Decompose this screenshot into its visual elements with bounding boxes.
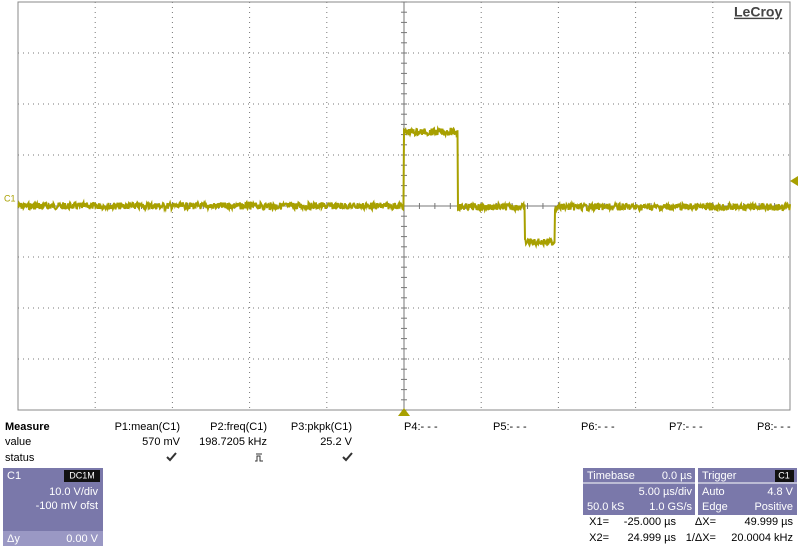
channel-name: C1 [7,470,21,482]
coupling: DC1M [69,470,95,480]
trigger-level [790,176,798,186]
cursor-label: X2= [589,532,609,544]
trigger-slope: Positive [754,501,793,513]
row-label: value [5,436,31,448]
coupling-badge [64,470,100,482]
cursor-value: 24.999 µs [627,532,676,544]
param-header: P6:- - - [581,421,615,433]
param-value: 570 mV [142,436,181,448]
cursor-label: X1= [589,516,609,528]
timebase-title: Timebase [587,470,635,482]
row-label: status [5,452,35,464]
param-header: P7:- - - [669,421,703,433]
param-header: P5:- - - [493,421,527,433]
trigger-title: Trigger [702,470,737,482]
trigger-position [398,408,410,416]
cursor-label: ΔX= [695,516,716,528]
source-badge [775,470,794,482]
waveform-trace [17,125,791,250]
timebase-samples: 50.0 kS [587,501,624,513]
param-header: P4:- - - [404,421,438,433]
brand: LeCroy [734,4,782,20]
trigger-mode: Auto [702,486,725,498]
status-ok [342,452,353,462]
param-header: P2:freq(C1) [210,421,267,433]
status-ok [166,452,177,462]
dy-label: Δy [7,533,20,545]
dy-value: 0.00 V [66,533,98,545]
offset: -100 mV ofst [36,500,98,512]
timebase-box[interactable] [583,468,695,515]
param-value: 25.2 V [320,436,352,448]
dy-row [3,531,103,546]
timebase-delay: 0.0 µs [662,470,693,482]
status-pulse [255,453,263,462]
cursor-value: -25.000 µs [624,516,677,528]
param-header: P8:- - - [757,421,791,433]
trigger-source: C1 [778,470,790,480]
cursor-value: 20.0004 kHz [731,532,793,544]
channel-marker: C1 [4,193,16,203]
trigger-level-text: 4.8 V [767,486,793,498]
timebase-rate: 1.0 GS/s [649,501,692,513]
timebase-scale: 5.00 µs/div [639,486,693,498]
param-header: P1:mean(C1) [115,421,180,433]
cursor-value: 49.999 µs [744,516,793,528]
measure-title: Measure [5,421,50,433]
trigger-type: Edge [702,501,728,513]
param-value: 198.7205 kHz [199,436,267,448]
cursor-label: 1/ΔX= [686,532,716,544]
vertical-scale: 10.0 V/div [49,486,98,498]
param-header: P3:pkpk(C1) [291,421,352,433]
